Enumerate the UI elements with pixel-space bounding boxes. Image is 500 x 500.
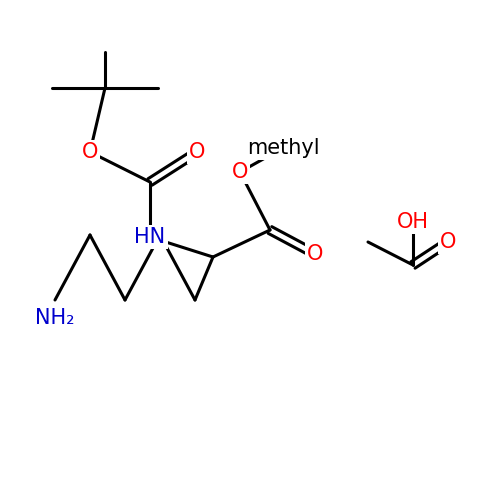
- Text: OH: OH: [397, 212, 429, 232]
- Text: HN: HN: [134, 227, 166, 247]
- Text: O: O: [232, 162, 248, 182]
- Text: O: O: [189, 142, 205, 162]
- Text: methyl: methyl: [246, 138, 320, 158]
- Text: NH₂: NH₂: [35, 308, 75, 328]
- Text: O: O: [82, 142, 98, 162]
- Text: O: O: [307, 244, 323, 264]
- Text: O: O: [440, 232, 456, 252]
